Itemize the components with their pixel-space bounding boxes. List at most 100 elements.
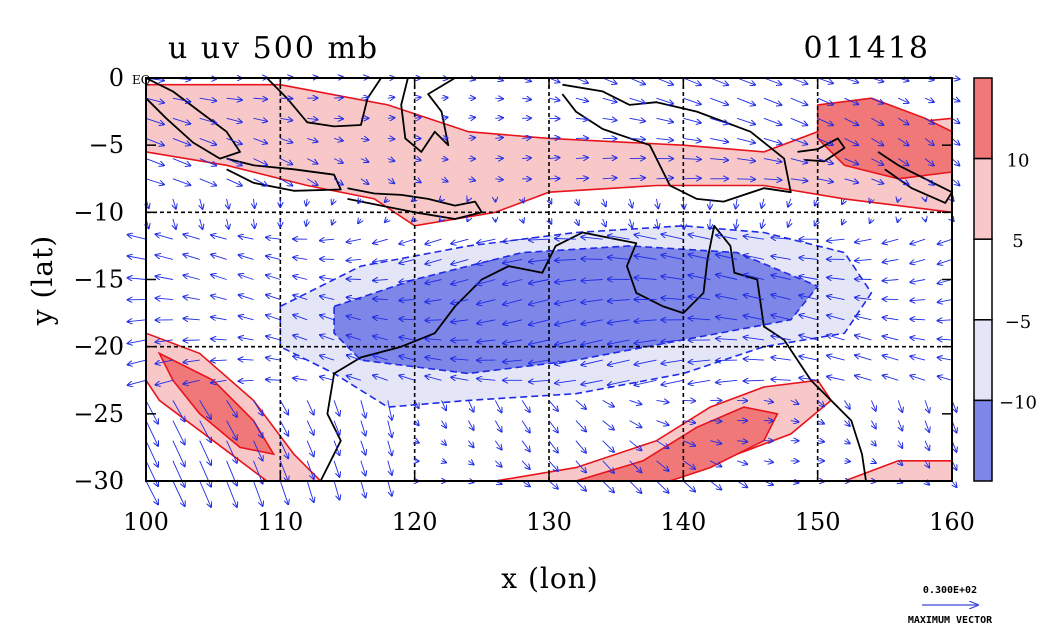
wind-vector [656, 460, 669, 471]
y-tick-label: −5 [89, 131, 124, 159]
wind-vector [529, 380, 550, 382]
wind-vector [266, 237, 281, 239]
wind-vector [924, 138, 934, 145]
wind-vector [522, 98, 531, 99]
wind-vector [399, 300, 415, 301]
wind-vector [736, 97, 755, 105]
wind-vector [763, 117, 782, 125]
wind-vector [360, 460, 366, 476]
wind-vector [199, 98, 217, 101]
wind-vector [199, 440, 211, 465]
wind-vector [951, 178, 959, 186]
wind-vector [771, 256, 791, 259]
wind-vector [477, 299, 496, 305]
wind-vector [503, 360, 523, 362]
wind-vector [870, 199, 872, 203]
x-tick-label: 140 [660, 508, 706, 536]
wind-vector [555, 339, 577, 345]
wind-vector [938, 258, 953, 264]
wind-vector [799, 378, 818, 381]
wind-vector [320, 239, 335, 240]
wind-vector [871, 441, 875, 446]
wind-vector [172, 480, 185, 506]
wind-vector [763, 97, 782, 105]
wind-vector [898, 199, 899, 202]
y-tick-label: −25 [73, 400, 124, 428]
wind-vector [870, 219, 872, 223]
wind-vector [442, 420, 447, 428]
wind-vector [239, 316, 254, 321]
wind-vector [156, 340, 173, 342]
wind-vector [817, 421, 824, 424]
wind-vector [279, 420, 288, 436]
wind-vector [630, 198, 633, 208]
wind-vector [661, 298, 684, 300]
wind-vector [522, 158, 531, 159]
wind-vector [529, 279, 550, 284]
wind-vector [441, 179, 448, 182]
wind-vector [575, 98, 588, 101]
wind-vector [521, 400, 530, 412]
wind-vector [689, 379, 711, 384]
wind-vector [320, 277, 335, 279]
colorbar-swatch [973, 77, 993, 160]
contour-region-2 [816, 97, 952, 180]
wind-vector [468, 420, 473, 430]
wind-vector [910, 337, 926, 340]
wind-vector [910, 300, 926, 301]
x-tick-label: 150 [795, 508, 841, 536]
wind-vector [925, 420, 929, 432]
vector-key-label: MAXIMUM VECTOR [908, 615, 993, 626]
wind-vector [239, 236, 254, 239]
wind-vector [548, 158, 559, 159]
wind-vector [736, 137, 755, 143]
wind-vector [771, 238, 791, 240]
wind-vector [266, 358, 281, 361]
wind-vector [656, 138, 674, 140]
wind-vector [635, 359, 657, 365]
wind-vector [845, 420, 850, 426]
wind-vector [211, 296, 227, 301]
wind-vector [529, 259, 550, 262]
wind-vector [172, 178, 190, 185]
wind-vector [656, 440, 669, 449]
wind-vector [629, 77, 645, 84]
wind-vector [817, 137, 833, 145]
wind-vector [399, 280, 415, 283]
wind-vector [451, 299, 469, 304]
wind-vector [307, 158, 317, 164]
wind-vector [253, 460, 263, 484]
wind-vector [602, 480, 614, 492]
wind-vector [468, 138, 475, 139]
wind-vector [844, 400, 850, 408]
wind-vector [736, 461, 747, 464]
wind-vector [522, 199, 523, 203]
wind-vector [333, 420, 339, 435]
wind-vector [656, 420, 669, 426]
wind-vector [763, 461, 773, 463]
wind-vector [817, 97, 833, 105]
wind-vector [373, 336, 388, 341]
wind-vector [924, 400, 929, 412]
wind-vector [855, 316, 872, 321]
wind-vector [280, 137, 292, 142]
wind-vector [415, 421, 419, 426]
wind-vector [555, 319, 577, 325]
wind-vector [200, 218, 203, 229]
wind-vector [575, 420, 586, 432]
wind-vector [744, 337, 764, 340]
wind-vector [883, 317, 899, 319]
wind-vector [871, 461, 875, 463]
wind-vector [172, 440, 185, 467]
colorbar-swatch [973, 157, 993, 240]
wind-vector [399, 375, 415, 381]
wind-vector [156, 298, 173, 300]
wind-vector [495, 98, 503, 99]
wind-vector [293, 335, 308, 341]
wind-vector [494, 400, 501, 412]
wind-vector [629, 420, 642, 428]
wind-vector [576, 198, 579, 205]
wind-vector [183, 297, 200, 300]
wind-vector [771, 336, 791, 341]
